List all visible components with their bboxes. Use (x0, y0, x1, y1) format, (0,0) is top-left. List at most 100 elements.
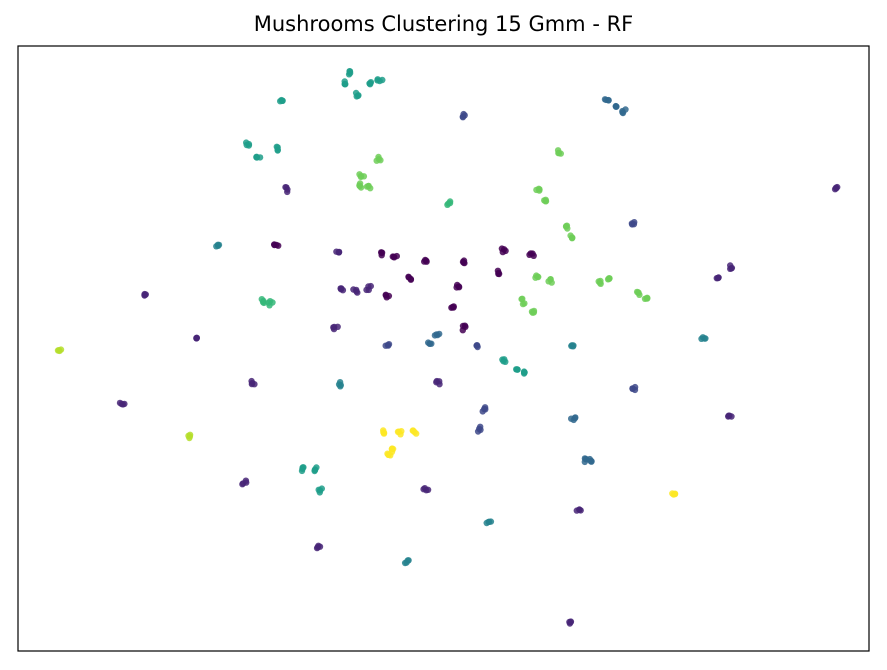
scatter-point (242, 477, 250, 484)
plot-area-frame (17, 45, 870, 652)
scatter-point (500, 358, 507, 365)
scatter-point (269, 299, 276, 306)
chart-title: Mushrooms Clustering 15 Gmm - RF (253, 12, 634, 36)
scatter-point (377, 157, 384, 164)
scatter-point (446, 199, 454, 207)
scatter-point (318, 485, 325, 492)
scatter-point (253, 153, 260, 160)
scatter-point (335, 248, 343, 256)
scatter-point (486, 518, 493, 525)
scatter-point (529, 309, 536, 316)
scatter-point (311, 466, 319, 473)
scatter-point (629, 385, 636, 392)
scatter-point (613, 103, 620, 110)
scatter-point (356, 171, 363, 178)
scatter-point (460, 259, 467, 266)
scatter-point (619, 109, 626, 116)
scatter-point (502, 247, 509, 255)
scatter-point (388, 445, 396, 453)
scatter-point (450, 303, 457, 310)
scatter-point (481, 405, 488, 413)
scatter-point (596, 279, 604, 286)
scatter-point (352, 89, 360, 97)
scatter-point (529, 250, 536, 257)
scatter-point (460, 110, 467, 118)
scatter-point (376, 77, 383, 85)
scatter-point (298, 467, 306, 475)
scatter-point (548, 279, 555, 286)
scatter-point (605, 275, 613, 282)
scatter-point (459, 322, 467, 330)
scatter-point (514, 366, 521, 373)
scatter-point (367, 185, 374, 192)
scatter-point (385, 342, 392, 349)
scatter-point (424, 486, 432, 493)
scatter-point (385, 451, 392, 458)
scatter-point (249, 379, 256, 387)
scatter-point (833, 185, 840, 192)
scatter-point (193, 335, 200, 342)
scatter-point (671, 490, 679, 498)
scatter-point (366, 81, 374, 88)
scatter-point (342, 81, 349, 88)
scatter-point (520, 368, 528, 375)
scatter-point (521, 300, 528, 307)
scatter-point (567, 619, 574, 626)
scatter-point (346, 68, 353, 75)
scatter-point (535, 273, 542, 281)
scatter-point (568, 234, 576, 241)
scatter-point (401, 559, 409, 567)
scatter-point (393, 252, 400, 260)
scatter-point (411, 428, 418, 436)
scatter-point (555, 149, 562, 157)
scatter-point (576, 506, 583, 513)
scatter-point (380, 429, 387, 436)
scatter-point (279, 97, 286, 104)
scatter-point (382, 291, 389, 298)
scatter-point (702, 335, 709, 342)
scatter-point (116, 399, 124, 407)
scatter-point (628, 220, 636, 227)
scatter-point (274, 144, 281, 151)
scatter-point (356, 180, 364, 187)
scatter-point (436, 378, 443, 385)
scatter-point (453, 284, 460, 291)
scatter-point (186, 431, 194, 438)
scatter-point (422, 256, 429, 264)
scatter-point (275, 242, 282, 249)
scatter-point (641, 295, 649, 302)
scatter-point (436, 330, 443, 338)
scatter-point (542, 198, 550, 205)
scatter-point (581, 458, 588, 466)
scatter-point (570, 342, 577, 349)
scatter-point (56, 347, 63, 355)
scatter-point (477, 423, 484, 430)
scatter-point (727, 262, 734, 269)
scatter-point (562, 223, 570, 230)
scatter-point (568, 415, 575, 422)
scatter-point (588, 458, 595, 465)
scatter-point (363, 286, 370, 294)
scatter-point (213, 243, 220, 250)
scatter-point (728, 413, 735, 420)
scatter-point (245, 140, 253, 148)
scatter-point (605, 97, 612, 104)
scatter-point (316, 543, 324, 550)
scatter-point (426, 340, 434, 347)
points-group (54, 68, 841, 627)
scatter-point (260, 299, 268, 307)
scatter-point (337, 383, 344, 390)
scatter-point (634, 289, 642, 296)
scatter-point (350, 286, 357, 293)
scatter-point (494, 267, 502, 274)
scatter-point (473, 342, 481, 349)
scatter-point (398, 428, 405, 435)
scatter-point (407, 275, 414, 283)
scatter-point (337, 286, 345, 293)
scatter-point (378, 249, 385, 257)
scatter-point (284, 188, 291, 196)
scatter-point (330, 325, 338, 333)
scatter-point (367, 282, 374, 290)
scatter-point (141, 291, 149, 299)
